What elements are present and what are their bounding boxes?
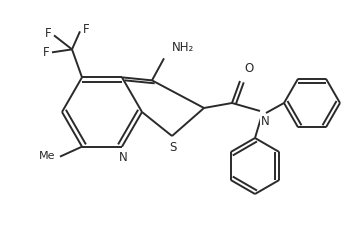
Text: Me: Me <box>39 151 55 161</box>
Text: N: N <box>119 151 127 164</box>
Text: O: O <box>244 62 253 75</box>
Text: S: S <box>169 141 177 154</box>
Text: F: F <box>83 23 89 36</box>
Text: NH₂: NH₂ <box>172 41 194 54</box>
Text: F: F <box>45 27 51 40</box>
Text: N: N <box>261 115 270 128</box>
Text: F: F <box>43 46 49 59</box>
